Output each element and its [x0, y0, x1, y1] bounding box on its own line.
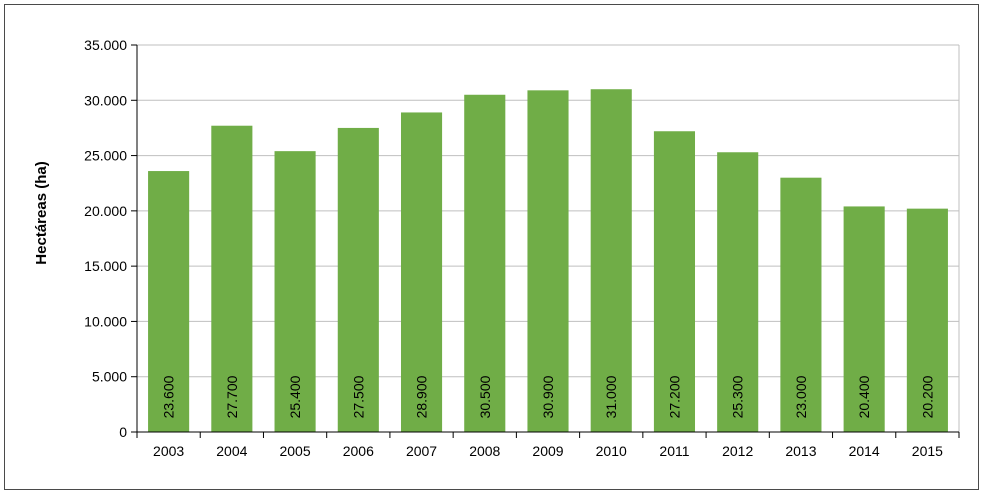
chart-frame [4, 4, 979, 490]
bars [148, 89, 948, 433]
bar [274, 151, 316, 433]
y-tick-label: 35.000 [84, 37, 127, 53]
x-tick-label: 2008 [469, 443, 500, 459]
bar-value-label: 25.400 [287, 375, 303, 418]
x-tick-label: 2015 [912, 443, 943, 459]
y-tick-label: 5.000 [92, 369, 127, 385]
bar-value-label: 27.700 [224, 375, 240, 418]
y-tick-label: 15.000 [84, 258, 127, 274]
x-tick-label: 2012 [722, 443, 753, 459]
bar-value-label: 30.500 [477, 375, 493, 418]
bar-value-label: 27.500 [350, 375, 366, 418]
x-tick-label: 2010 [596, 443, 627, 459]
y-tick-label: 25.000 [84, 148, 127, 164]
bar [148, 171, 190, 432]
x-tick-label: 2005 [279, 443, 310, 459]
bar [653, 131, 696, 432]
bar-value-label: 20.200 [919, 375, 935, 418]
y-tick-label: 10.000 [84, 313, 127, 329]
bar [780, 177, 822, 432]
x-tick-label: 2004 [216, 443, 247, 459]
bar-value-label: 31.000 [603, 375, 619, 418]
bar-value-label: 27.200 [666, 375, 682, 418]
x-tick-label: 2014 [849, 443, 880, 459]
gridlines [137, 44, 960, 432]
x-tick-label: 2009 [532, 443, 563, 459]
x-tick-label: 2006 [343, 443, 374, 459]
y-tick-label: 0 [119, 424, 127, 440]
bar [527, 90, 569, 432]
x-tick-label: 2011 [659, 443, 689, 459]
bar [337, 127, 379, 432]
bar [400, 112, 443, 432]
bar-value-label: 30.900 [540, 375, 556, 418]
bar [590, 89, 632, 432]
axes [131, 44, 960, 438]
bar-value-label: 25.300 [730, 375, 746, 418]
y-tick-label: 20.000 [84, 203, 127, 219]
bar-value-label: 20.400 [856, 375, 872, 418]
bar-value-label: 23.600 [161, 375, 177, 418]
x-tick-label: 2007 [406, 443, 437, 459]
bar [906, 208, 948, 432]
x-tick-label: 2003 [153, 443, 184, 459]
x-tick-label: 2013 [785, 443, 816, 459]
labels: 0 5.000 10.000 15.000 20.000 25.000 30.000 35.0… [84, 37, 943, 459]
bar [464, 94, 506, 432]
bar-value-label: 23.000 [793, 375, 809, 418]
bar-value-label: 28.900 [414, 375, 430, 418]
bar [843, 206, 885, 432]
bar [717, 152, 759, 433]
y-axis-title: Hectáreas (ha) [33, 161, 50, 264]
y-tick-label: 30.000 [84, 92, 127, 108]
bar [211, 125, 253, 433]
